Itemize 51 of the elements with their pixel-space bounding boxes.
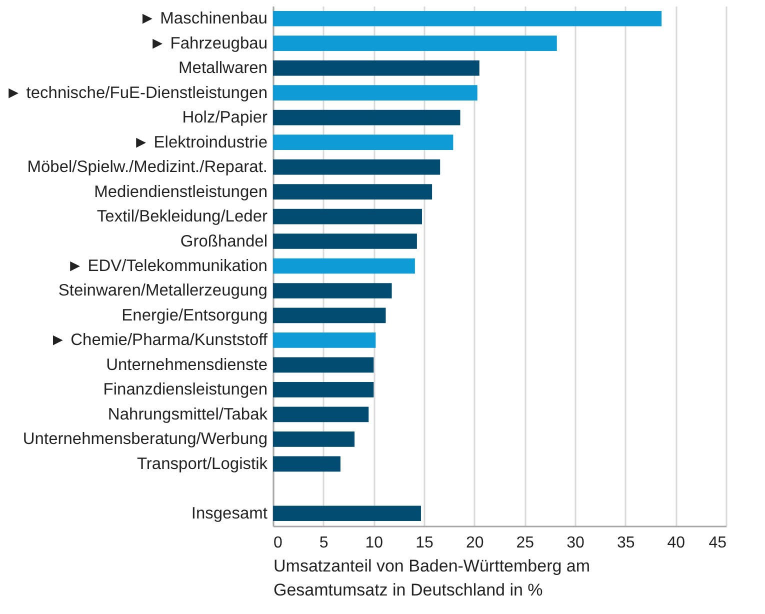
- bar: [273, 234, 417, 249]
- x-tick-label: 45: [708, 534, 727, 552]
- bar: [273, 432, 355, 447]
- bar: [273, 357, 374, 373]
- y-tick-label: Holz/Papier: [182, 108, 268, 127]
- bar: [273, 406, 369, 422]
- y-tick-label: Steinwaren/Metallerzeugung: [58, 282, 268, 300]
- y-tick-label: Mediendienstleistungen: [94, 182, 268, 201]
- y-tick-label: Finanzdiensleistungen: [103, 380, 268, 399]
- bar: [273, 208, 422, 224]
- bar: [273, 283, 392, 298]
- y-tick-label: Möbel/Spielw./Medizint./Reparat.: [27, 158, 268, 176]
- bar: [273, 10, 662, 26]
- y-tick-label: Insgesamt: [191, 504, 268, 522]
- y-tick-label: Transport/Logistik: [136, 454, 268, 473]
- y-tick-label: Metallwaren: [178, 59, 268, 78]
- x-tick-label: 25: [516, 534, 534, 552]
- bar: [273, 36, 557, 52]
- bar: [273, 382, 374, 398]
- y-tick-label: ► Fahrzeugbau: [149, 34, 268, 52]
- y-tick-label: Textil/Bekleidung/Leder: [96, 208, 268, 226]
- bar: [273, 308, 386, 324]
- y-tick-label: ► Maschinenbau: [139, 10, 268, 28]
- bar: [273, 110, 460, 126]
- y-tick-label: Unternehmensdienste: [106, 356, 268, 374]
- y-tick-label: Unternehmensberatung/Werbung: [22, 430, 268, 448]
- bar: [273, 258, 415, 274]
- y-tick-label: ► technische/FuE-Dienstleistungen: [5, 84, 268, 102]
- x-tick-label: 10: [365, 534, 384, 552]
- x-tick-label: 20: [466, 534, 484, 552]
- x-tick-label: 0: [274, 534, 282, 552]
- x-tick-label: 30: [566, 534, 584, 552]
- y-tick-label: ► EDV/Telekommunikation: [66, 257, 268, 275]
- bar: [273, 456, 340, 472]
- bar: [273, 134, 454, 150]
- y-tick-label: Großhandel: [180, 232, 268, 250]
- y-tick-label: ► Elektroindustrie: [132, 133, 268, 152]
- bar: [273, 332, 376, 348]
- bar: [273, 85, 478, 100]
- x-tick-label: 40: [667, 534, 686, 552]
- bar: [273, 506, 421, 522]
- x-axis-title: Umsatzanteil von Baden-Württemberg am Gesamtumsatz in Deutschland in %: [274, 556, 590, 600]
- y-tick-label: Nahrungsmittel/Tabak: [108, 405, 268, 424]
- x-tick-label: 5: [319, 534, 328, 552]
- bar: [273, 159, 440, 175]
- y-tick-label: Energie/Entsorgung: [122, 306, 268, 324]
- bar: [273, 184, 432, 200]
- x-tick-label: 35: [616, 534, 635, 552]
- x-tick-label: 15: [416, 534, 434, 552]
- y-tick-label: ► Chemie/Pharma/Kunststoff: [50, 331, 268, 350]
- bar: [273, 60, 480, 76]
